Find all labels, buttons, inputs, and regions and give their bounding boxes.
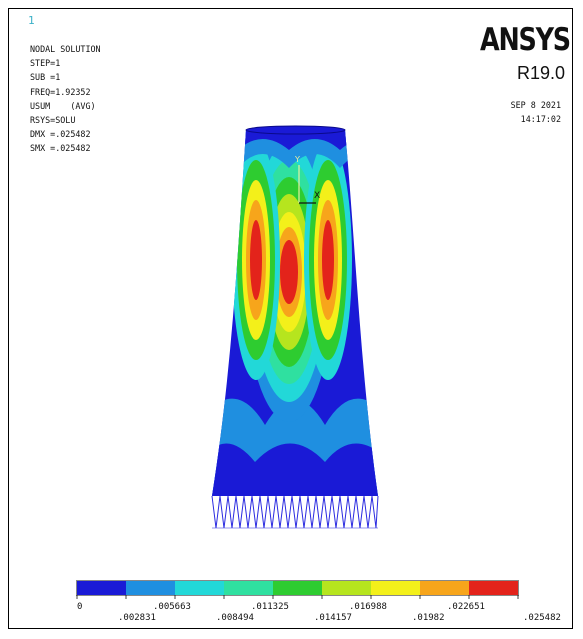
tower-rim <box>245 125 346 135</box>
legend-tick-label: .011325 <box>251 602 289 612</box>
legend-swatch <box>224 581 273 595</box>
date-label: SEP 8 2021 <box>510 100 561 110</box>
legend-swatch <box>322 581 371 595</box>
solution-title: NODAL SOLUTION <box>30 44 101 54</box>
timestamp-block: SEP 8 2021 14:17:02 <box>511 98 561 126</box>
frequency-label: FREQ=1.92352 <box>30 86 91 97</box>
step-label: STEP=1 <box>30 58 61 69</box>
solution-info-block: NODAL SOLUTION STEP=1 SUB =1 FREQ=1.9235… <box>30 42 101 156</box>
result-label: USUM (AVG) <box>30 99 101 113</box>
coordinate-triad: Y X <box>294 155 320 204</box>
time-label: 14:17:02 <box>520 114 561 124</box>
legend-swatch <box>371 581 420 595</box>
triad-y-label: Y <box>294 155 300 164</box>
triad-x-label: X <box>314 191 320 201</box>
legend-tick-label: .014157 <box>314 613 352 623</box>
substep-label: SUB =1 <box>30 72 61 83</box>
legend-tick-label: .008494 <box>216 613 254 623</box>
legend-swatch <box>126 581 175 595</box>
version-label: R19.0 <box>516 63 565 83</box>
legend-swatch <box>420 581 469 595</box>
window-number: 1 <box>28 14 35 27</box>
legend-tick-label: .022651 <box>447 602 485 612</box>
result-quantity: USUM <box>30 100 51 111</box>
legend-tick-label: 0 <box>77 602 82 612</box>
smx-label: SMX =.025482 <box>30 143 91 154</box>
legend-swatch <box>469 581 518 595</box>
legend-color-bar <box>76 580 519 596</box>
legend-swatch <box>273 581 322 595</box>
legend-tick-label: .016988 <box>349 602 387 612</box>
coordinate-system-label: RSYS=SOLU <box>30 115 76 126</box>
legend-labels: 0 .005663 .011325 .016988 .022651 .002831 .008… <box>76 595 561 623</box>
legend-tick-label: .005663 <box>153 602 191 612</box>
result-averaging: (AVG) <box>70 100 96 111</box>
ansys-logo: ANSYS <box>480 22 571 58</box>
legend-swatch <box>77 581 126 595</box>
legend-tick-label: .025482 <box>523 613 561 623</box>
legend-tick-label: .01982 <box>412 613 445 623</box>
legend-tick-label: .002831 <box>118 613 156 623</box>
legend-swatch <box>175 581 224 595</box>
dmx-label: DMX =.025482 <box>30 129 91 140</box>
